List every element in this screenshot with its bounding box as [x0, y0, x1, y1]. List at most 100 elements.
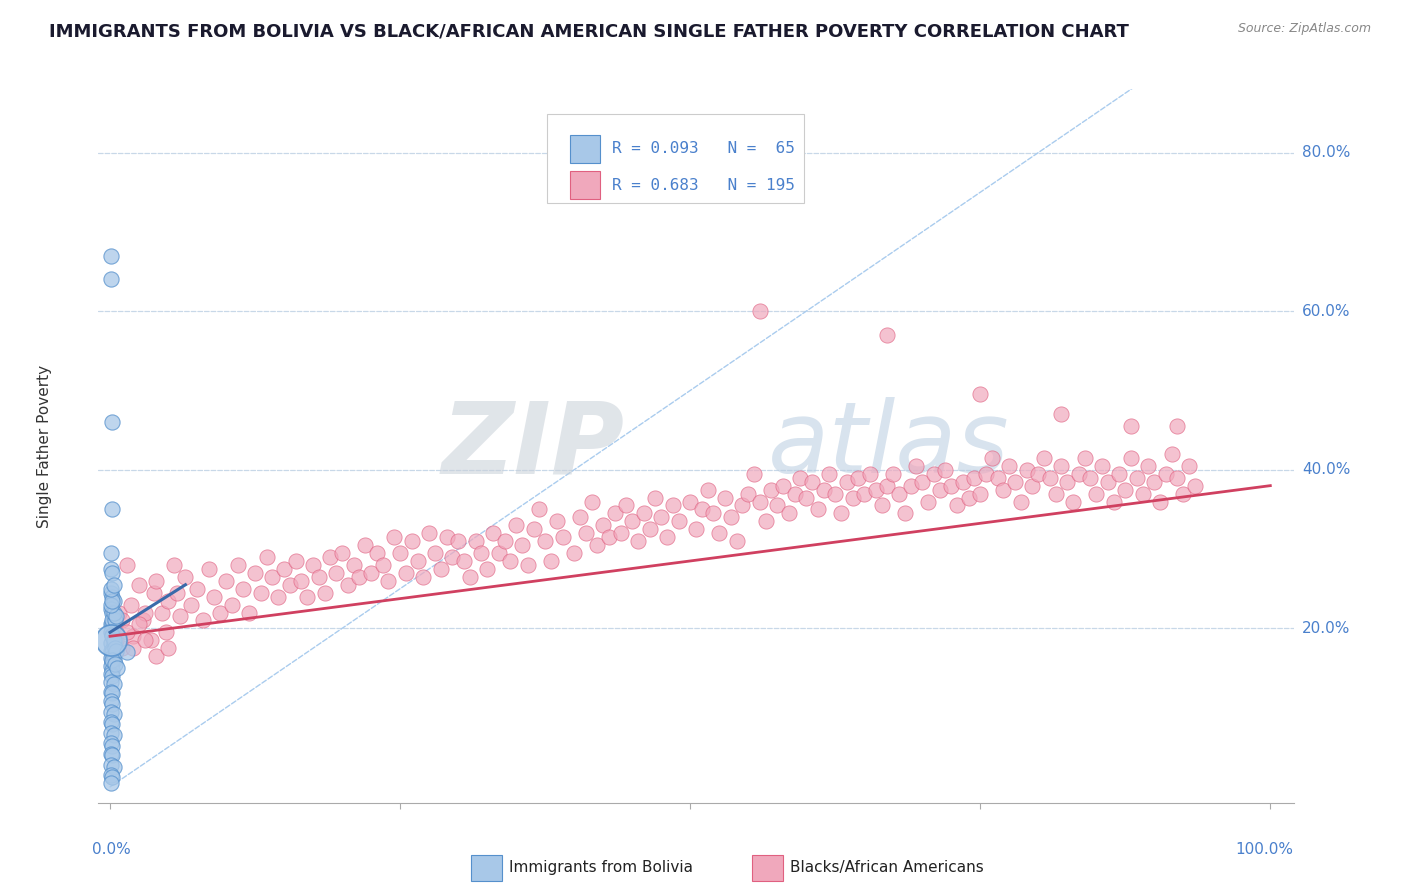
Point — [650, 510, 672, 524]
Point — [418, 526, 440, 541]
Point — [714, 491, 737, 505]
Point — [813, 483, 835, 497]
Point — [436, 530, 458, 544]
Point — [100, 675, 122, 690]
Point — [100, 643, 122, 657]
Point — [447, 534, 470, 549]
Point — [101, 653, 124, 667]
Point — [325, 566, 347, 580]
Point — [516, 558, 538, 572]
Point — [429, 562, 451, 576]
Point — [100, 585, 122, 599]
Point — [934, 463, 956, 477]
Point — [1137, 458, 1160, 473]
Point — [668, 514, 690, 528]
Point — [100, 633, 122, 648]
Point — [100, 726, 122, 740]
Point — [841, 491, 863, 505]
Point — [157, 641, 180, 656]
Text: Single Father Poverty: Single Father Poverty — [37, 365, 52, 527]
Point — [644, 491, 666, 505]
Point — [551, 530, 574, 544]
Point — [101, 716, 124, 731]
Point — [100, 776, 122, 790]
Point — [998, 458, 1021, 473]
Point — [180, 598, 202, 612]
Point — [100, 768, 122, 782]
Point — [204, 590, 226, 604]
Point — [354, 538, 377, 552]
Point — [690, 502, 713, 516]
Point — [101, 502, 124, 516]
Point — [1091, 458, 1114, 473]
Point — [848, 471, 870, 485]
Point — [155, 625, 177, 640]
Point — [100, 685, 122, 699]
Point — [1033, 450, 1056, 465]
Point — [928, 483, 950, 497]
Point — [1085, 486, 1108, 500]
Point — [100, 617, 122, 632]
Point — [1045, 486, 1067, 500]
Point — [343, 558, 366, 572]
Point — [859, 467, 882, 481]
Point — [1173, 486, 1195, 500]
Point — [423, 546, 446, 560]
Point — [100, 747, 122, 761]
Point — [104, 643, 127, 657]
Point — [725, 534, 748, 549]
Point — [101, 629, 124, 643]
Point — [103, 728, 125, 742]
Point — [108, 606, 131, 620]
Point — [748, 304, 770, 318]
Point — [221, 598, 243, 612]
Point — [522, 522, 544, 536]
Point — [1132, 486, 1154, 500]
Point — [169, 609, 191, 624]
Point — [100, 635, 122, 649]
Point — [319, 549, 342, 564]
Point — [100, 562, 122, 576]
Point — [661, 499, 683, 513]
Point — [876, 328, 898, 343]
Point — [731, 499, 754, 513]
Point — [772, 478, 794, 492]
Point — [917, 494, 939, 508]
Point — [412, 570, 434, 584]
Point — [314, 585, 336, 599]
Point — [911, 475, 934, 489]
Point — [969, 387, 991, 401]
Point — [494, 534, 516, 549]
Point — [905, 458, 928, 473]
Point — [470, 546, 492, 560]
Point — [145, 649, 167, 664]
Point — [336, 578, 359, 592]
Point — [117, 558, 139, 572]
Point — [401, 534, 423, 549]
Point — [103, 578, 125, 592]
Point — [1015, 463, 1038, 477]
Point — [510, 538, 533, 552]
FancyBboxPatch shape — [571, 170, 600, 199]
Point — [592, 518, 614, 533]
Point — [104, 625, 127, 640]
Point — [546, 514, 568, 528]
Point — [103, 593, 125, 607]
Point — [349, 570, 371, 584]
Point — [100, 601, 122, 615]
Point — [406, 554, 429, 568]
Point — [101, 669, 124, 683]
Point — [783, 486, 806, 500]
Point — [1102, 494, 1125, 508]
Point — [226, 558, 249, 572]
Point — [284, 554, 307, 568]
Point — [464, 534, 486, 549]
Point — [273, 562, 295, 576]
Point — [101, 593, 124, 607]
Point — [946, 499, 969, 513]
Point — [824, 486, 846, 500]
Point — [766, 499, 789, 513]
Point — [1178, 458, 1201, 473]
Point — [761, 483, 783, 497]
Point — [100, 694, 122, 708]
